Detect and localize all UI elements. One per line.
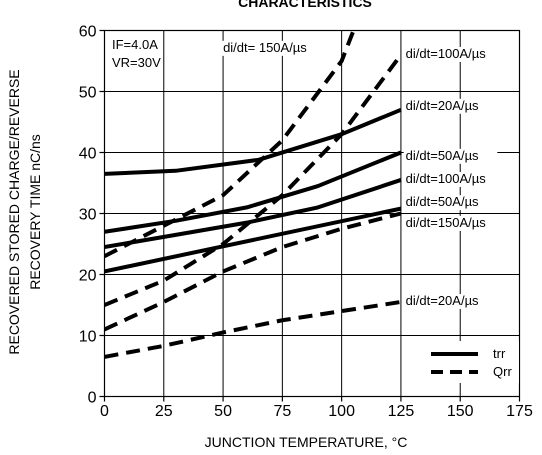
y-tick-label: 20 [79,268,97,285]
curve-label: di/dt=150A/µs [406,215,487,230]
curve-label-background [403,172,505,187]
curve-labels: di/dt= 150A/µs di/dt=100A/µs di/dt=20A/µs d… [221,40,505,309]
y-axis-label-line-2: RECOVERY TIME nC/ns [27,134,43,290]
qrr-line-20a-per-us [104,299,402,359]
curve-label-background [221,40,330,56]
series [104,30,403,359]
qrr-line-150a-per-us [104,30,356,258]
y-tick-label: 0 [88,390,97,407]
curve-label-background [403,148,498,164]
curve-label: di/dt= 150A/µs [223,40,307,55]
x-axis-label: JUNCTION TEMPERATURE, °C [205,434,408,450]
axis-ticks: 0 25 50 75 100 125 150 175 0 10 20 30 40 50 60 [79,24,533,421]
y-tick-label: 30 [79,207,97,224]
curve-label-background [403,215,505,231]
y-axis-label-line-1: RECOVERED STORED CHARGE/REVERSE [6,69,22,354]
y-tick-label: 40 [79,146,97,163]
curve-label: di/dt=100A/µs [406,171,487,186]
x-tick-label: 0 [100,403,109,420]
legend-trr-label: trr [493,346,506,361]
curve-label: di/dt=50A/µs [406,194,479,209]
curve-label-background [403,46,505,62]
legend: trr Qrr [425,341,519,383]
conditions-box: IF=4.0A VR=30V [112,37,161,70]
chart-title: CHARACTERISTICS [238,0,372,10]
curve-label-background [403,294,498,309]
curve-label-background [403,195,498,211]
x-tick-label: 25 [155,403,173,420]
x-tick-label: 175 [506,403,533,420]
curve-label: di/dt=100A/µs [406,46,487,61]
curve-label-background [403,98,498,114]
x-tick-label: 125 [388,403,415,420]
x-tick-label: 100 [328,403,355,420]
y-tick-label: 10 [79,329,97,346]
trr-line-20a-per-us [104,107,402,176]
qrr-line-100a-per-us [104,53,403,307]
legend-background [425,341,519,383]
curve-label: di/dt=20A/µs [406,293,479,308]
curve-label: di/dt=20A/µs [406,98,479,113]
curve-label: di/dt=50A/µs [406,148,479,163]
trr-line-150a-per-us [104,206,402,274]
y-tick-label: 50 [79,85,97,102]
trr-line-50a-per-us [104,150,402,234]
x-tick-label: 50 [214,403,232,420]
condition-if: IF=4.0A [112,37,158,52]
legend-qrr-label: Qrr [493,364,512,379]
qrr-line-50a-per-us [104,211,402,332]
y-tick-label: 60 [79,24,97,41]
condition-vr: VR=30V [112,55,161,70]
x-tick-label: 75 [273,403,291,420]
y-axis-label: RECOVERED STORED CHARGE/REVERSE RECOVERY… [6,69,43,354]
plot-frame [103,29,521,398]
x-tick-label: 150 [447,403,474,420]
